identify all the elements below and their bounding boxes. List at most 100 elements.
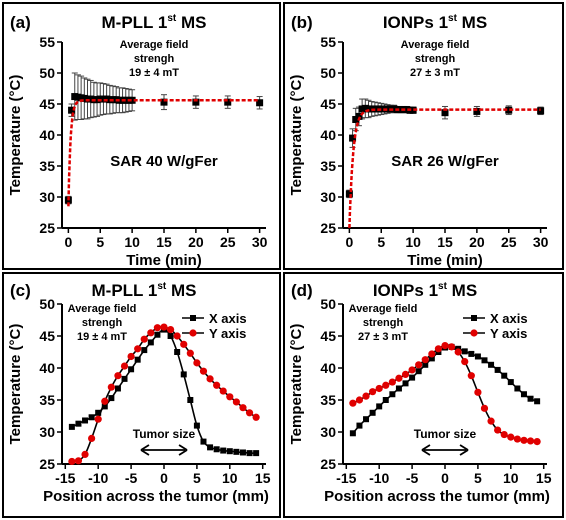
y-axis-label: Temperature (°C): [288, 324, 305, 445]
data-point: [120, 362, 129, 370]
y-tick-label: 35: [39, 158, 55, 174]
data-point: [232, 398, 240, 406]
legend-label: Y axis: [490, 326, 527, 341]
data-point: [474, 353, 481, 360]
x-tick-label: 30: [252, 234, 268, 250]
data-point: [488, 361, 495, 368]
data-point: [349, 430, 356, 437]
data-point: [520, 436, 528, 444]
data-point: [114, 372, 122, 380]
data-point: [153, 324, 162, 332]
y-tick-label: 25: [320, 220, 336, 236]
y-tick-label: 25: [320, 456, 336, 472]
data-point: [507, 433, 515, 441]
data-point: [193, 359, 201, 367]
data-point: [494, 366, 501, 373]
data-point: [174, 349, 181, 355]
fit-curve: [67, 99, 260, 207]
x-tick-label: 25: [501, 234, 517, 250]
data-point: [74, 457, 83, 465]
data-point: [526, 437, 535, 445]
data-point: [68, 423, 75, 430]
field-note-line: Average field: [120, 39, 189, 51]
data-point: [468, 350, 475, 357]
chart-title: M-PLL 1st MS: [92, 281, 197, 300]
y-tick-label: 40: [39, 360, 55, 376]
data-point: [114, 385, 121, 392]
data-point: [220, 447, 227, 454]
tumor-arrow-head-left: [421, 444, 431, 456]
data-point: [421, 356, 429, 364]
x-tick-label: 20: [469, 234, 485, 250]
data-point: [256, 99, 264, 107]
data-point: [376, 403, 383, 410]
panel-c: (c) M-PLL 1st MS 25 30 35 40 45 50 -15 -10 -5 0 5 10 1…: [2, 272, 281, 518]
data-point: [409, 374, 416, 381]
data-point: [422, 361, 429, 368]
field-note-line: Average field: [401, 39, 470, 51]
data-point: [441, 342, 449, 350]
data-point: [408, 366, 416, 374]
data-point: [107, 383, 115, 391]
x-tick-label: 10: [503, 470, 519, 486]
data-point: [481, 357, 488, 364]
data-point: [520, 391, 527, 398]
panel-b: (b) IONPs 1st MS 25 30 35 40 45 50 55 0 5 10 15 20 25 3…: [283, 2, 564, 270]
data-point: [447, 343, 456, 351]
y-tick-label: 35: [320, 392, 336, 408]
x-tick-label: 5: [193, 470, 201, 486]
data-point: [501, 372, 508, 379]
data-point: [537, 107, 545, 115]
fit-curve: [348, 108, 541, 229]
data-point: [101, 403, 108, 410]
field-note-line: 27 ± 3 mT: [358, 331, 408, 343]
y-tick-label: 55: [320, 34, 336, 50]
y-tick-label: 35: [39, 392, 55, 408]
field-note-line: strengh: [82, 317, 123, 329]
data-point: [82, 417, 89, 424]
chart-b-svg: (b) IONPs 1st MS 25 30 35 40 45 50 55 0 5 10 15 20 25 3…: [288, 13, 549, 268]
data-point: [349, 399, 357, 407]
data-point: [356, 422, 363, 429]
y-tick-label: 50: [320, 296, 336, 312]
sar-label: SAR 26 W/gFer: [391, 153, 499, 170]
x-tick-label: 0: [160, 470, 168, 486]
x-tick-label: 20: [188, 234, 204, 250]
data-point: [180, 340, 188, 348]
chart-title: IONPs 1st MS: [373, 281, 477, 300]
data-point: [389, 391, 396, 398]
data-point: [349, 134, 357, 142]
data-point: [200, 438, 207, 445]
field-note-line: Average field: [68, 303, 137, 315]
field-note-line: strengh: [415, 53, 456, 65]
data-point: [355, 112, 363, 120]
legend-marker: [190, 315, 196, 321]
sar-label: SAR 40 W/gFer: [110, 153, 218, 170]
data-point: [154, 331, 161, 338]
data-point: [224, 98, 232, 106]
data-point: [68, 106, 76, 114]
x-tick-label: 0: [345, 234, 353, 250]
legend-marker: [470, 329, 478, 337]
data-point: [95, 409, 102, 416]
data-point: [252, 413, 260, 421]
x-tick-label: -5: [406, 470, 419, 486]
data-point: [402, 380, 409, 387]
data-point: [140, 335, 148, 343]
panel-label: (a): [10, 13, 31, 32]
y-tick-label: 50: [39, 65, 55, 81]
data-point: [409, 106, 417, 114]
data-point: [206, 375, 214, 383]
x-tick-label: -15: [55, 470, 75, 486]
data-point: [128, 96, 136, 104]
data-point: [180, 371, 187, 378]
panel-d: (d) IONPs 1st MS 25 30 35 40 45 50 -15 -10 -5 0 5 10 1…: [283, 272, 564, 518]
x-tick-label: -5: [125, 470, 138, 486]
data-point: [345, 190, 353, 198]
data-point: [507, 379, 514, 386]
panel-label: (c): [10, 281, 31, 300]
data-point: [467, 372, 475, 380]
panel-label: (d): [291, 281, 313, 300]
data-point: [245, 409, 254, 417]
data-point: [533, 438, 541, 446]
